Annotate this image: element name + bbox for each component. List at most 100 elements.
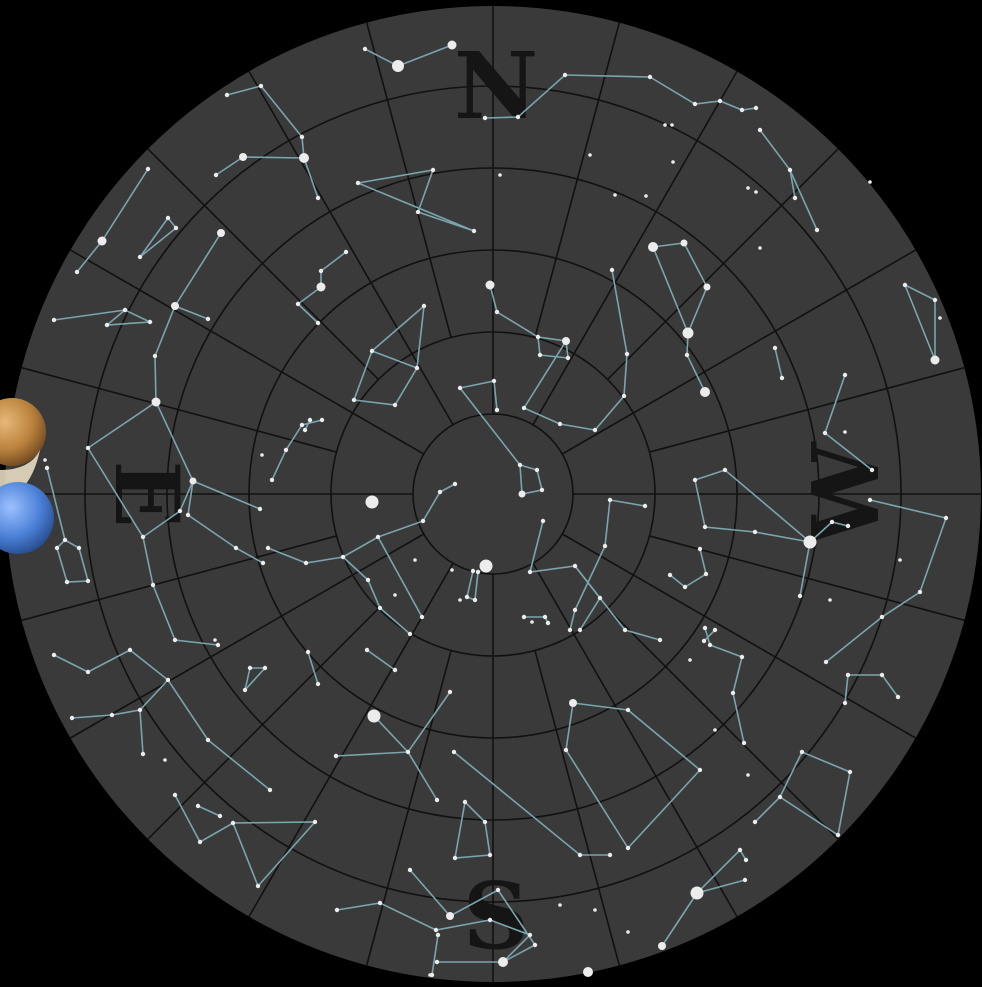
star [260,560,266,566]
star [746,186,750,190]
star [165,215,171,221]
constellation-line [192,480,261,510]
star [828,598,832,602]
star [319,417,325,423]
star [577,627,583,633]
constellation-line [371,350,418,369]
star [140,534,146,540]
star [518,490,526,498]
constellation-line [53,649,271,791]
star [545,620,551,626]
planets[interactable] [0,398,54,554]
star [521,614,527,620]
constellation-line [844,674,849,704]
star [369,348,375,354]
constellation-line [696,879,746,894]
star [757,127,763,133]
star [754,190,758,194]
star [562,72,568,78]
star [307,417,313,423]
star [542,614,548,620]
star [351,397,357,403]
star [867,497,873,503]
star [703,283,711,291]
star [247,665,253,671]
constellation-line [174,794,317,888]
star [315,195,321,201]
star [712,627,718,633]
planet-blue-icon[interactable] [0,482,54,554]
constellation-line [779,751,803,798]
star [739,107,745,113]
star [302,427,308,433]
grid-spoke [561,533,917,739]
constellation-line [352,305,425,406]
bright-star [930,355,940,365]
star [917,589,923,595]
planet-brown-icon[interactable] [0,398,46,466]
star [177,508,183,514]
grid-spoke [532,70,738,426]
star [527,569,533,575]
constellation-line [572,702,702,849]
star [152,353,158,359]
constellation-line [661,892,698,947]
star [537,352,543,358]
star [572,563,578,569]
star [868,180,872,184]
star [447,689,453,695]
star [269,477,275,483]
constellation-line [297,251,347,305]
bright-star [97,236,107,246]
star [233,545,239,551]
constellation-line [431,934,439,976]
star [163,758,167,762]
star [540,518,546,524]
grid-spoke [21,535,337,622]
constellation-line [703,629,716,642]
star [602,543,608,549]
bright-star [217,229,225,237]
star [64,579,70,585]
star [758,246,762,250]
constellation-line [307,651,319,685]
star [845,672,851,678]
constellation-line [271,419,323,481]
star [644,194,648,198]
star [879,672,885,678]
grid-spoke [534,22,621,338]
star [701,638,707,644]
star [670,123,674,127]
star [305,649,311,655]
constellation-line [87,401,157,449]
star [515,114,521,120]
star [593,908,597,912]
star [343,249,349,255]
star [109,712,115,718]
star [869,467,875,473]
star [777,794,783,800]
bright-star [498,957,508,967]
star [470,568,476,574]
constellation-line [377,536,423,618]
star [703,571,709,577]
grid-spoke [649,366,965,453]
star [315,320,321,326]
bright-star [446,912,454,920]
star [451,749,457,755]
star [567,627,573,633]
star [362,46,368,52]
star [663,123,667,127]
star [165,677,171,683]
bright-star [690,886,704,900]
star [471,228,477,234]
grid-spoke [147,607,380,840]
star [647,74,653,80]
star [312,819,318,825]
star [318,268,324,274]
star [475,569,481,575]
star [577,852,583,858]
star [842,700,848,706]
star [415,209,421,215]
